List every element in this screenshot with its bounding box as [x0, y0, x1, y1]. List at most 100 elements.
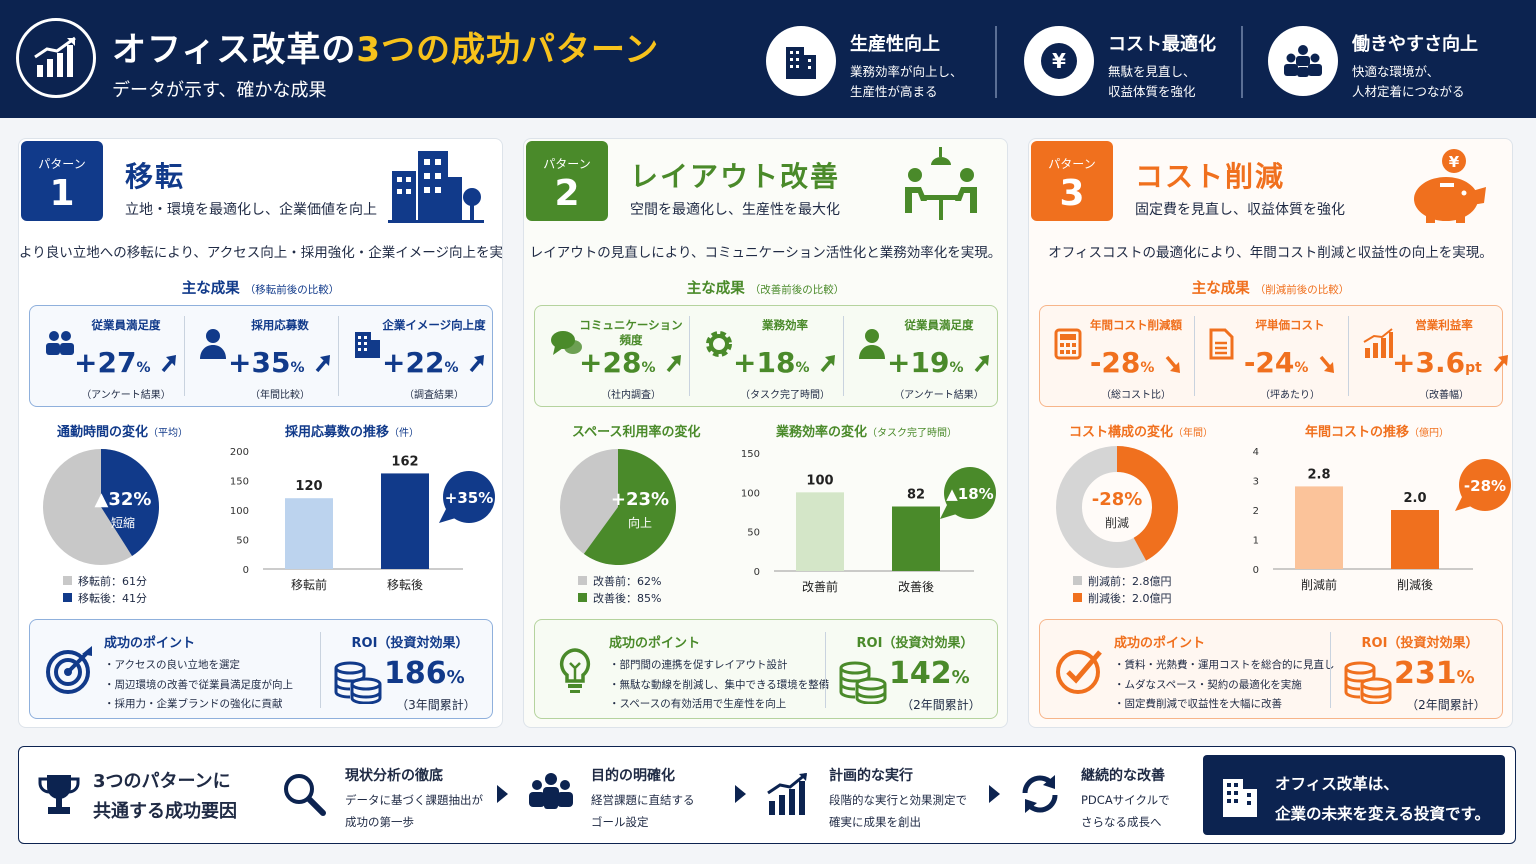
- building-icon: [352, 328, 384, 364]
- bar-title: 業務効率の変化（タスク完了時間）: [776, 425, 958, 440]
- x-tick-label: 移転後: [387, 578, 423, 592]
- bar: [381, 473, 429, 569]
- metrics-heading: 主な成果 （削減前後の比較）: [1191, 281, 1350, 297]
- pie-slice-after: [583, 449, 676, 565]
- success-points: ・部門間の連携を促すレイアウト設計・無駄な動線を削減し、集中できる環境を整備 ・ス…: [609, 656, 829, 715]
- bar: [1295, 486, 1343, 569]
- target-icon: [44, 644, 96, 696]
- y-tick-label: 50: [747, 528, 760, 539]
- y-tick-label: 100: [230, 506, 249, 517]
- success-box: 成功のポイント ・賃料・光熱費・運用コストを総合的に見直し ・ムダなスペース・契約…: [1039, 619, 1503, 719]
- pie-title: コスト構成の変化（年間）: [1069, 425, 1214, 440]
- pie-center-label: 向上: [628, 515, 652, 530]
- magnifier-icon: [281, 771, 331, 821]
- y-tick-label: 1: [1253, 536, 1259, 547]
- trend-up-icon: [1492, 348, 1510, 381]
- pattern-description: オフィスコストの最適化により、年間コスト削減と収益性の向上を実現。: [1048, 245, 1493, 261]
- bar-chart-icon: [1362, 328, 1394, 364]
- metrics-box: コミュニケーション頻度 +28% （社内調査） 業務効率 +18% （タスク完了…: [534, 305, 998, 407]
- building-icon: [766, 26, 836, 96]
- success-point: ・周辺環境の改善で従業員満足度が向上: [104, 678, 293, 691]
- roi-value: 142%: [889, 656, 970, 691]
- team-icon: [527, 771, 577, 821]
- yen-icon: ¥: [1024, 26, 1094, 96]
- document-icon: [1208, 328, 1240, 364]
- success-point: ・スペースの有効活用で生産性を向上: [609, 698, 787, 710]
- trend-up-icon: [973, 348, 991, 381]
- metric-card: 年間コスト削減額 -28% （総コスト比）: [1040, 306, 1194, 406]
- meeting-table-icon: [893, 147, 989, 225]
- metric-card: 従業員満足度 +27% （アンケート結果）: [30, 306, 184, 406]
- callout-bubble: [944, 467, 996, 519]
- chart-area: -28% 削減 4 3 2 1 0 2.8 削減前 2.0 削減後 -28%: [1056, 446, 1511, 592]
- pattern-badge: パターン 2: [526, 141, 608, 221]
- metric-card: 従業員満足度 +19% （アンケート結果）: [843, 306, 997, 406]
- metric-value: +19%: [887, 346, 991, 381]
- page-subtitle: データが示す、確かな成果: [112, 80, 327, 101]
- bar-title: 年間コストの推移（億円）: [1305, 425, 1450, 440]
- callout-value: -28%: [1464, 477, 1506, 495]
- trend-up-icon: [160, 348, 178, 381]
- callout-value: +35%: [445, 489, 493, 507]
- success-point: ・無駄な動線を削減し、集中できる環境を整備: [609, 678, 830, 691]
- callout-tail: [1455, 495, 1475, 511]
- calculator-icon: [1054, 328, 1086, 364]
- growth-chart-icon: [765, 771, 815, 821]
- pattern-subtitle: 空間を最適化し、生産性を最大化: [630, 202, 840, 218]
- check-circle-icon: [1054, 644, 1106, 696]
- pattern-description: より良い立地への移転により、アクセス向上・採用強化・企業イメージ向上を実現。: [19, 245, 503, 261]
- bar: [892, 506, 940, 571]
- pie-slice-after: [101, 449, 159, 556]
- coins-icon: [1342, 660, 1394, 705]
- success-points: ・賃料・光熱費・運用コストを総合的に見直し ・ムダなスペース・契約の最適化を実施・…: [1114, 656, 1335, 715]
- chart-area: +23% 向上 150 100 50 0 100 改善前 82 改善後 ▲18%: [560, 449, 996, 594]
- roi-value: 186%: [384, 656, 465, 691]
- coins-icon: [332, 660, 384, 705]
- success-factors-footer: 3つのパターンに 共通する成功要因 現状分析の徹底 データに基づく課題抽出が 成功の…: [18, 746, 1516, 844]
- pattern-panel-3: パターン 3 コスト削減 固定費を見直し、収益体質を強化 ¥ オフィスコストの最適…: [1028, 138, 1513, 728]
- pie-title: スペース利用率の変化: [572, 425, 701, 440]
- city-building-icon: [388, 147, 484, 225]
- cycle-icon: [1017, 771, 1067, 821]
- metric-card: 業務効率 +18% （タスク完了時間）: [689, 306, 843, 406]
- x-tick-label: 移転前: [291, 577, 327, 592]
- bar-title: 採用応募数の推移（件）: [285, 425, 420, 440]
- callout-bubble: [443, 471, 495, 523]
- pattern-title: レイアウト改善: [630, 160, 841, 193]
- metric-value: +22%: [382, 346, 486, 381]
- bar-value-label: 82: [907, 487, 925, 502]
- success-point: ・賃料・光熱費・運用コストを総合的に見直し: [1114, 659, 1335, 671]
- people-icon: [1268, 26, 1338, 96]
- person-icon: [198, 328, 230, 364]
- pie-legend: 移転前：61分 移転後：41分: [63, 573, 147, 607]
- bar-value-label: 120: [295, 479, 322, 494]
- building-icon: [1219, 773, 1263, 819]
- pie-center-label: 短縮: [111, 515, 135, 530]
- metrics-heading: 主な成果 （改善前後の比較）: [686, 281, 845, 297]
- pie-title: 通勤時間の変化（平均）: [57, 425, 189, 440]
- gear-icon: [703, 328, 735, 364]
- pattern-badge: パターン 1: [21, 141, 103, 221]
- trend-down-icon: [1164, 348, 1182, 381]
- cta-banner: オフィス改革は、 企業の未来を変える投資です。: [1203, 755, 1505, 835]
- y-tick-label: 0: [754, 567, 760, 578]
- callout-value: ▲18%: [946, 485, 993, 503]
- pie-center-value: ▲32%: [95, 489, 152, 510]
- metric-card: コミュニケーション頻度 +28% （社内調査）: [535, 306, 689, 406]
- svg-text:¥: ¥: [1449, 153, 1460, 171]
- metric-value: +18%: [733, 346, 837, 381]
- success-point: ・部門間の連携を促すレイアウト設計: [609, 659, 788, 671]
- metrics-box: 年間コスト削減額 -28% （総コスト比） 坪単価コスト -24% （坪あたり）…: [1039, 305, 1508, 407]
- metric-value: -28%: [1084, 346, 1188, 381]
- roi-value: 231%: [1394, 656, 1475, 691]
- metric-card: 坪単価コスト -24% （坪あたり）: [1194, 306, 1348, 406]
- y-tick-label: 0: [1253, 565, 1259, 576]
- bar-value-label: 100: [806, 473, 833, 488]
- callout-bubble: [1459, 459, 1511, 511]
- y-tick-label: 3: [1253, 477, 1259, 488]
- pie-legend: 改善前：62% 改善後：85%: [578, 573, 661, 607]
- metric-card: 企業イメージ向上度 +22% （調査結果）: [338, 306, 492, 406]
- y-tick-label: 100: [741, 488, 760, 499]
- page-title: オフィス改革の3つの成功パターン: [112, 30, 660, 70]
- header: オフィス改革の3つの成功パターン データが示す、確かな成果 生産性向上 業務効率…: [0, 0, 1536, 118]
